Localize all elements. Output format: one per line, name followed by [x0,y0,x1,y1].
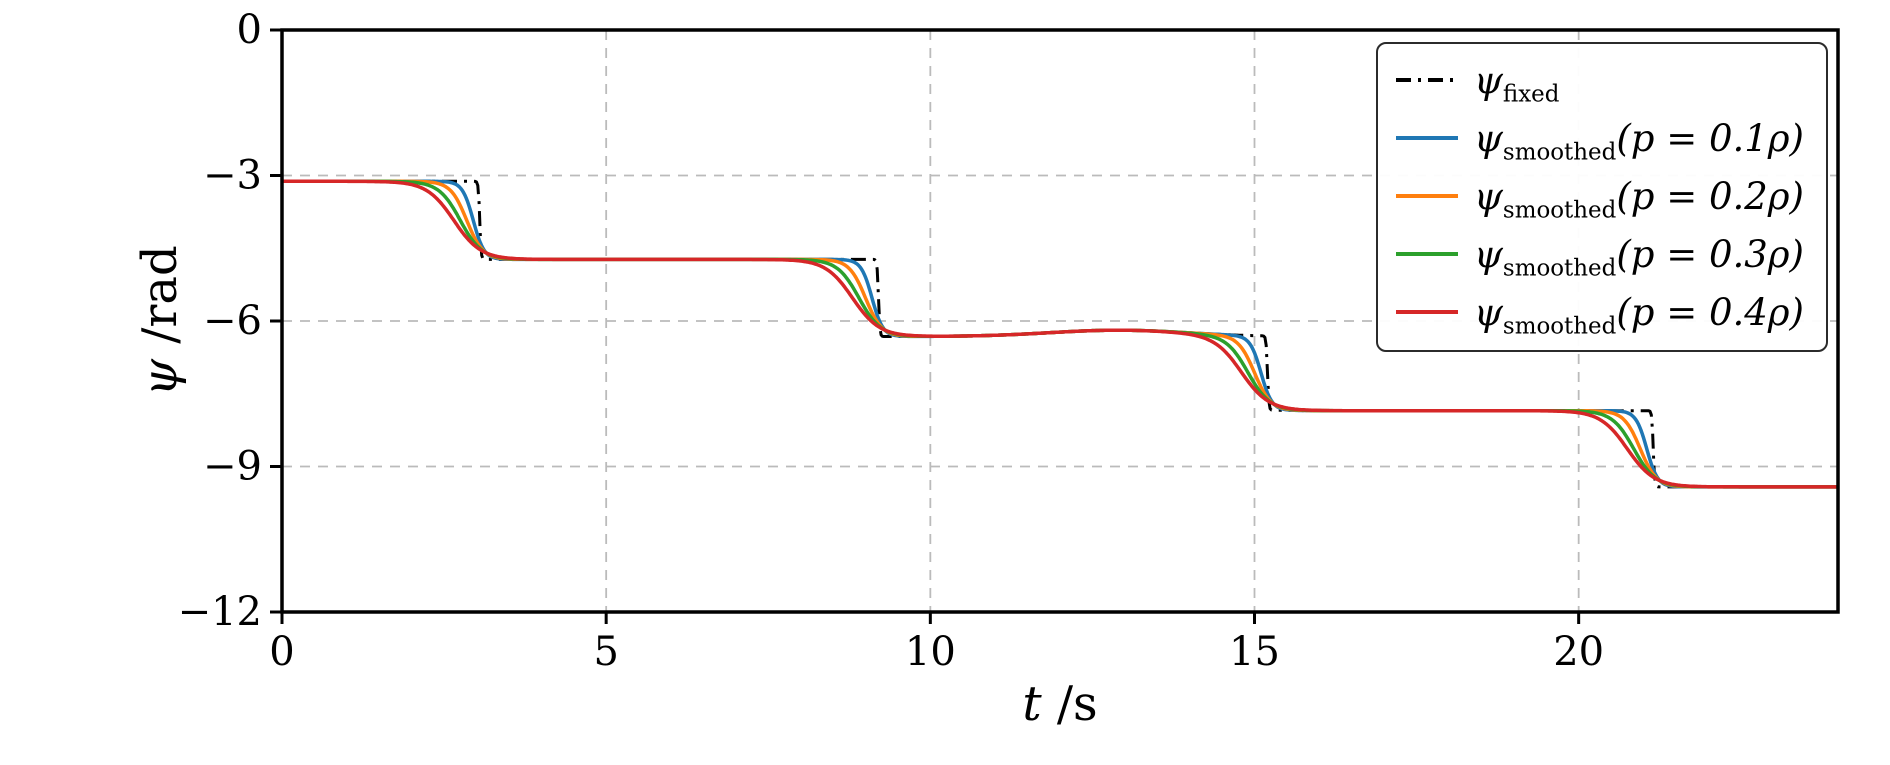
legend-line-sample [1395,194,1458,198]
legend: ψfixed ψsmoothed(p = 0.1ρ) ψsmoothed(p = 0… [1375,42,1828,352]
y-tick-label: −3 [203,153,262,199]
x-axis-label-symbol: t [1022,676,1042,732]
legend-line-sample [1395,252,1458,256]
legend-line-sample [1395,78,1458,82]
y-axis-label: ψ /rad [132,245,188,396]
axis-ticks: 0 5 10 15 20 0 −3 −6 −9 −12 [178,7,1605,675]
legend-label: ψsmoothed(p = 0.2ρ) [1473,174,1804,223]
x-tick-label: 0 [269,629,294,675]
legend-label: ψsmoothed(p = 0.3ρ) [1473,232,1804,281]
y-axis-label-symbol: ψ [132,359,188,397]
x-tick-label: 5 [593,629,618,675]
x-tick-label: 10 [905,629,956,675]
y-axis-label-unit: /rad [132,245,188,360]
y-tick-label: −6 [203,298,262,344]
x-tick-label: 15 [1229,629,1280,675]
legend-line-sample [1395,136,1458,140]
series-group [282,179,1838,489]
legend-label: ψfixed [1473,58,1560,107]
x-axis-label: t /s [1022,676,1097,732]
legend-item: ψsmoothed(p = 0.1ρ) [1394,112,1804,164]
series-line-smoothed-4 [282,179,1838,489]
x-tick-label: 20 [1553,629,1604,675]
legend-item: ψsmoothed(p = 0.4ρ) [1394,286,1804,338]
legend-item: ψsmoothed(p = 0.3ρ) [1394,228,1804,280]
legend-label: ψsmoothed(p = 0.1ρ) [1473,116,1804,165]
legend-label: ψsmoothed(p = 0.4ρ) [1473,290,1804,339]
y-tick-label: −9 [203,444,262,490]
y-tick-label: 0 [237,7,262,53]
legend-item: ψsmoothed(p = 0.2ρ) [1394,170,1804,222]
legend-line-sample [1395,310,1458,314]
x-axis-label-unit: /s [1041,676,1098,732]
legend-item: ψfixed [1394,54,1804,106]
y-tick-label: −12 [178,589,262,635]
